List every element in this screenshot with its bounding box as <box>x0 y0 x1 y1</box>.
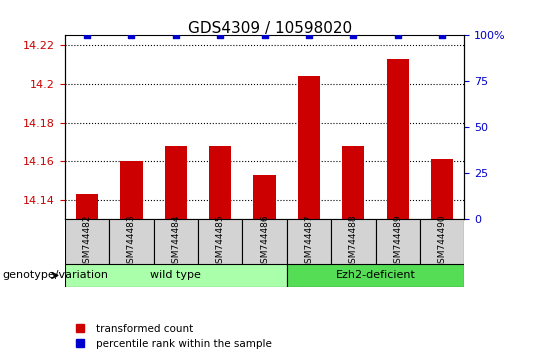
FancyBboxPatch shape <box>287 264 464 287</box>
Text: GSM744489: GSM744489 <box>393 214 402 269</box>
Text: GSM744490: GSM744490 <box>438 214 447 269</box>
Text: GSM744487: GSM744487 <box>305 214 314 269</box>
Point <box>260 33 269 38</box>
Point <box>349 33 357 38</box>
Text: wild type: wild type <box>150 270 201 280</box>
Text: genotype/variation: genotype/variation <box>3 270 109 280</box>
FancyBboxPatch shape <box>198 219 242 264</box>
Bar <box>253 175 276 219</box>
Text: GSM744488: GSM744488 <box>349 214 358 269</box>
FancyBboxPatch shape <box>420 219 464 264</box>
FancyBboxPatch shape <box>376 219 420 264</box>
Bar <box>165 146 187 219</box>
FancyBboxPatch shape <box>65 264 287 287</box>
Bar <box>298 76 320 219</box>
Text: GSM744486: GSM744486 <box>260 214 269 269</box>
FancyBboxPatch shape <box>287 219 331 264</box>
Bar <box>342 146 365 219</box>
Bar <box>209 146 231 219</box>
FancyBboxPatch shape <box>109 219 153 264</box>
Text: GSM744484: GSM744484 <box>171 215 180 269</box>
Text: GSM744482: GSM744482 <box>83 215 91 269</box>
Point <box>305 33 313 38</box>
Point <box>394 33 402 38</box>
Text: Ezh2-deficient: Ezh2-deficient <box>336 270 416 280</box>
Bar <box>431 159 453 219</box>
Point <box>127 33 136 38</box>
Point <box>216 33 225 38</box>
FancyBboxPatch shape <box>242 219 287 264</box>
Bar <box>120 161 143 219</box>
Legend: transformed count, percentile rank within the sample: transformed count, percentile rank withi… <box>70 324 272 349</box>
FancyBboxPatch shape <box>153 219 198 264</box>
FancyBboxPatch shape <box>331 219 376 264</box>
Point <box>438 33 447 38</box>
Text: GSM744485: GSM744485 <box>215 214 225 269</box>
FancyBboxPatch shape <box>65 219 109 264</box>
Point <box>83 33 91 38</box>
Bar <box>387 59 409 219</box>
Text: GSM744483: GSM744483 <box>127 214 136 269</box>
Bar <box>76 194 98 219</box>
Text: GDS4309 / 10598020: GDS4309 / 10598020 <box>188 21 352 36</box>
Point <box>172 33 180 38</box>
